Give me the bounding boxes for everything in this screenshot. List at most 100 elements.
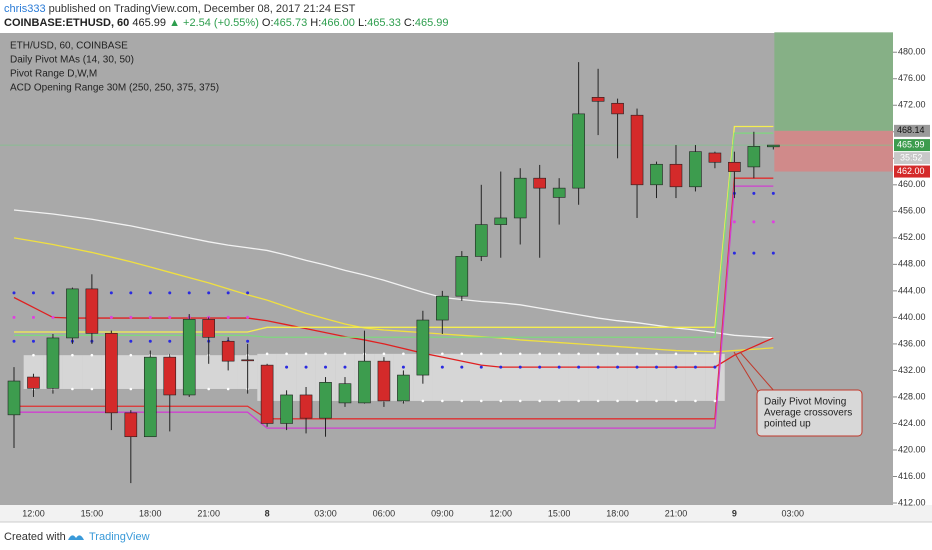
published: published on TradingView.com, December 0… xyxy=(49,3,356,15)
footer-text: Created with xyxy=(4,531,66,543)
pivot-dot xyxy=(596,365,600,369)
candle-body xyxy=(299,394,313,419)
time-axis-bg xyxy=(0,505,932,522)
candle-body xyxy=(611,102,624,115)
x-tick-label: 09:00 xyxy=(431,508,454,518)
y-tick-label: 472.00 xyxy=(898,100,926,110)
y-tick-label: 480.00 xyxy=(898,47,926,57)
x-tick-label: 12:00 xyxy=(489,508,512,518)
candle-body xyxy=(630,114,644,186)
pivot-dot xyxy=(12,291,16,295)
band-dot xyxy=(635,399,639,403)
band xyxy=(646,353,667,401)
candle-body xyxy=(669,163,683,188)
band-dot xyxy=(285,352,288,356)
legend-item: ETH/USD, 60, COINBASE xyxy=(10,41,128,52)
pivot-dot xyxy=(168,339,172,343)
plot xyxy=(0,32,893,484)
author[interactable]: chris333 xyxy=(4,3,46,15)
candle-body xyxy=(728,161,741,172)
pivot-dot xyxy=(343,365,347,369)
band-dot xyxy=(655,352,658,356)
x-tick-label: 21:00 xyxy=(197,508,220,518)
pivot-dot xyxy=(752,191,756,195)
candle-body xyxy=(66,288,79,339)
pivot-dot xyxy=(31,339,35,343)
c-label: C: xyxy=(404,17,415,29)
legend-item: Pivot Range D,W,M xyxy=(10,69,97,80)
band-dot xyxy=(538,399,541,403)
indicator-line xyxy=(13,296,774,368)
candle-body xyxy=(124,412,138,438)
band xyxy=(218,355,238,389)
pivot-dot xyxy=(771,191,775,195)
price-tag xyxy=(894,139,930,152)
band-dot xyxy=(538,352,541,356)
pivot-dot xyxy=(129,339,133,343)
band xyxy=(121,355,141,389)
band xyxy=(296,353,316,401)
x-tick-label: 15:00 xyxy=(81,508,104,518)
x-tick-label: 03:00 xyxy=(314,508,337,518)
indicator-line xyxy=(13,209,774,339)
pivot-dot xyxy=(479,365,483,369)
band xyxy=(490,353,511,401)
footer-brand[interactable]: TradingView xyxy=(89,531,150,543)
candle-body xyxy=(143,356,157,438)
pivot-dot xyxy=(226,291,230,295)
band xyxy=(607,353,628,401)
candle-body xyxy=(358,360,371,404)
pivot-dot xyxy=(109,291,113,295)
candle-body xyxy=(572,113,585,189)
price-tag-label: 465.99 xyxy=(897,139,925,149)
candle-body xyxy=(708,152,722,163)
band-dot xyxy=(616,352,619,356)
price-tag xyxy=(894,165,930,178)
band xyxy=(666,353,686,401)
band-dot xyxy=(713,399,717,403)
indicator-line xyxy=(14,177,774,420)
last: 465.99 xyxy=(132,17,166,29)
x-tick-label: 21:00 xyxy=(665,508,688,518)
price-axis-bg xyxy=(893,33,932,505)
band-dot xyxy=(265,352,269,356)
o-label: O: xyxy=(262,17,274,29)
band xyxy=(510,353,531,401)
symbol: COINBASE:ETHUSD, 60 xyxy=(4,17,129,29)
candle-body xyxy=(436,295,449,321)
x-tick-label: 15:00 xyxy=(548,508,571,518)
pivot-dot xyxy=(246,339,250,343)
band-dot xyxy=(129,387,133,391)
y-tick-label: 436.00 xyxy=(898,338,926,348)
candle-body xyxy=(747,146,761,168)
indicator-line xyxy=(14,185,774,429)
pivot-dot xyxy=(732,251,736,255)
l-label: L: xyxy=(358,17,367,29)
band-dot xyxy=(71,387,74,391)
band xyxy=(432,353,453,401)
band xyxy=(627,353,647,401)
band-dot xyxy=(90,353,94,357)
pivot-dot xyxy=(246,315,250,319)
band-dot xyxy=(324,352,327,356)
band xyxy=(685,353,706,401)
logo xyxy=(68,535,84,540)
pivot-dot xyxy=(31,315,35,319)
band-dot xyxy=(32,353,35,357)
pivot-dot xyxy=(168,315,172,319)
band-dot xyxy=(441,352,444,356)
pivot-dot xyxy=(655,365,659,369)
band xyxy=(705,353,725,401)
x-tick-label: 8 xyxy=(265,508,270,518)
band xyxy=(452,353,472,401)
pivot-dot xyxy=(577,365,581,369)
band xyxy=(276,353,297,401)
candle-body xyxy=(533,177,546,189)
band-dot xyxy=(557,352,561,356)
indicator-line xyxy=(14,132,774,338)
pivot-dot xyxy=(713,365,717,369)
band-dot xyxy=(713,352,717,356)
countdown-bg xyxy=(894,152,930,165)
pivot-dot xyxy=(226,315,230,319)
pivot-dot xyxy=(31,291,35,295)
